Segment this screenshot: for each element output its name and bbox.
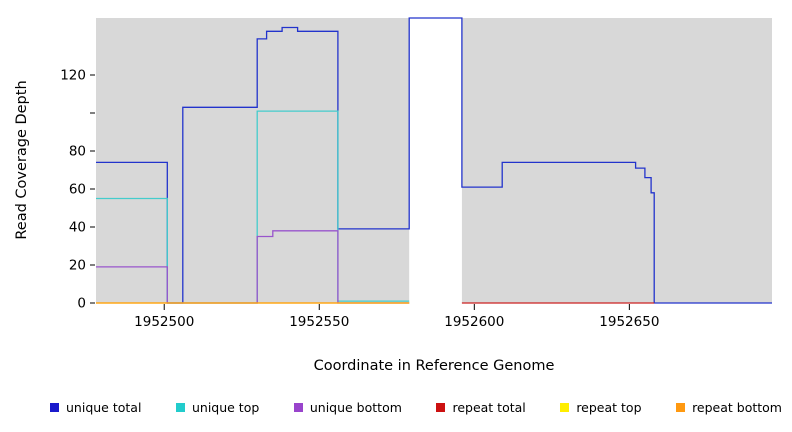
legend-label-repeat-top: repeat top: [576, 400, 642, 415]
legend-label-repeat-bottom: repeat bottom: [692, 400, 782, 415]
legend-swatch-repeat-total: [436, 403, 446, 412]
legend-swatch-unique-top: [175, 403, 185, 412]
legend-swatch-unique-total: [50, 403, 59, 412]
x-tick-label: 1952600: [444, 314, 504, 330]
series-line-unique-bottom: [96, 230, 410, 304]
legend-item-unique-total: unique total: [50, 400, 141, 415]
y-tick-label: 40: [69, 220, 86, 236]
legend: unique total unique top unique bottom repea…: [50, 400, 782, 415]
legend-item-unique-bottom: unique bottom: [293, 400, 402, 415]
series-line-unique-total: [96, 17, 772, 304]
legend-item-repeat-bottom: repeat bottom: [676, 400, 782, 415]
coverage-plot: 1952500 1952550 1952600 1952650 0 20 40 60 80 120: [60, 17, 772, 330]
legend-swatch-repeat-bottom: [676, 403, 686, 412]
plot-background-right: [461, 18, 772, 303]
legend-item-repeat-total: repeat total: [436, 400, 526, 415]
legend-label-unique-top: unique top: [191, 400, 260, 415]
legend-item-unique-top: unique top: [175, 400, 260, 415]
x-tick-label: 1952650: [599, 314, 659, 330]
legend-label-unique-total: unique total: [66, 400, 142, 415]
x-axis-title: Coordinate in Reference Genome: [313, 358, 555, 374]
legend-label-unique-bottom: unique bottom: [309, 400, 402, 415]
legend-label-repeat-total: repeat total: [452, 400, 526, 415]
y-tick-label: 120: [60, 68, 86, 84]
y-tick-label: 80: [69, 144, 86, 160]
legend-swatch-repeat-top: [560, 403, 570, 412]
y-tick-label: 60: [69, 182, 86, 198]
x-tick-label: 1952500: [134, 314, 194, 330]
y-tick-label: 20: [69, 258, 86, 274]
x-tick-label: 1952550: [289, 314, 349, 330]
legend-swatch-unique-bottom: [293, 403, 303, 412]
y-axis-title: Read Coverage Depth: [14, 80, 30, 240]
plot-background-left: [96, 18, 410, 303]
y-tick-label: 0: [77, 296, 86, 312]
legend-item-repeat-top: repeat top: [560, 400, 642, 415]
